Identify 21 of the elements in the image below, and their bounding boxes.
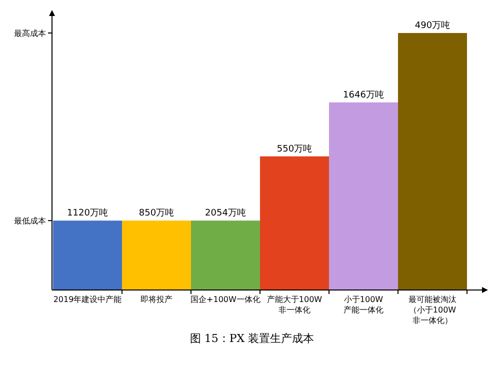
text: 图 15：PX 装置生产成本 [190, 332, 314, 345]
bar [329, 102, 398, 290]
annotation: 850万吨 [138, 208, 174, 219]
annotation: 550万吨 [276, 143, 312, 154]
annotation: 2054万吨 [205, 208, 246, 219]
bar [191, 220, 260, 290]
x-tick-label: 最可能被淘汰（小于100W非一体化） [408, 295, 456, 325]
x-tick-label: 即将投产 [140, 295, 172, 304]
bar [398, 33, 467, 290]
annotation: 490万吨 [414, 20, 450, 31]
text: 最低成本 [14, 216, 46, 226]
annotation: 1646万吨 [343, 89, 384, 100]
x-tick-label: 小于100W产能一体化 [344, 295, 384, 314]
x-tick-label: 产能大于100W非一体化 [266, 295, 322, 314]
bar [53, 220, 122, 290]
x-tick-label: 2019年建设中产能 [53, 295, 122, 304]
x-tick-label: 国企+100W一体化 [190, 295, 260, 304]
bar [260, 156, 329, 290]
annotation: 1120万吨 [67, 208, 108, 219]
bar [122, 220, 191, 290]
text: 最高成本 [14, 29, 46, 38]
